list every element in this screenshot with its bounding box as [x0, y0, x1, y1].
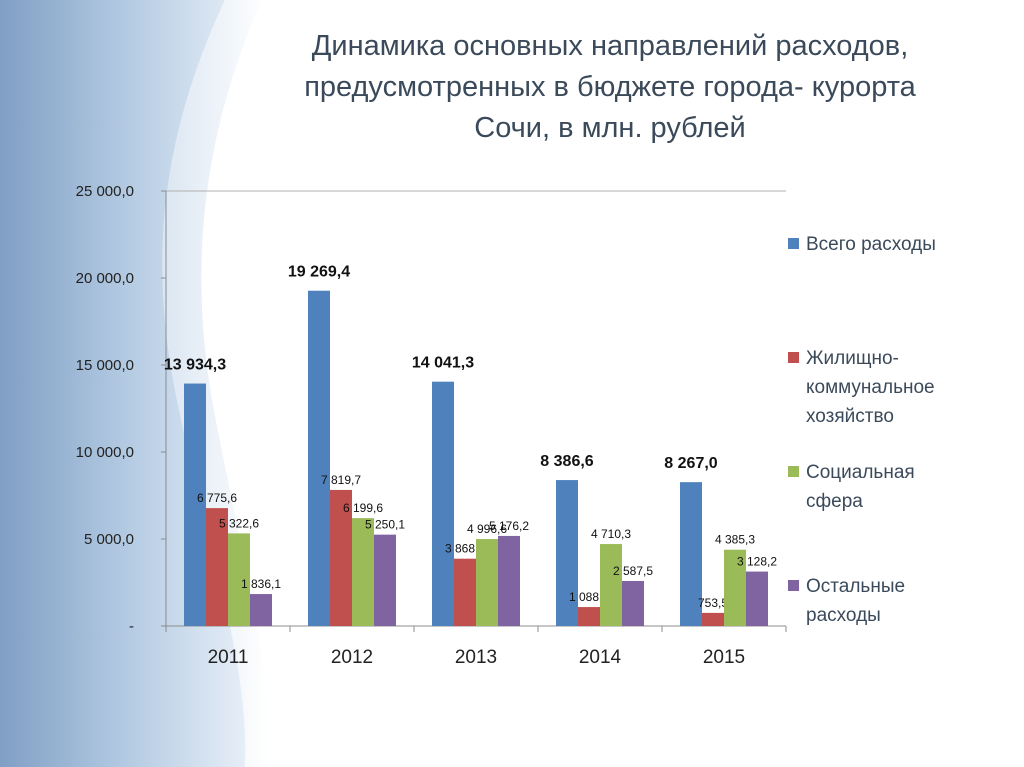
legend-label: Остальные расходы	[806, 572, 1006, 630]
y-tick-label: 20 000,0	[76, 270, 134, 287]
title-line-2: предусмотренных в бюджете города- курорт…	[304, 71, 916, 103]
data-label: 1 088,8	[569, 590, 609, 604]
y-tick-label: 25 000,0	[76, 183, 134, 200]
legend-label: Всего расходы	[806, 230, 1006, 259]
bar-3-2014	[600, 544, 622, 626]
data-label: 7 819,7	[321, 473, 361, 487]
x-tick-label: 2012	[331, 647, 373, 668]
bar-4-2013	[498, 535, 520, 626]
legend-swatch	[788, 238, 799, 249]
data-label: 4 996,6	[467, 522, 507, 536]
data-label: 8 267,0	[664, 455, 717, 472]
data-label: 3 128,2	[737, 555, 777, 569]
legend-label-line: сфера	[806, 491, 863, 512]
data-label: 4 710,3	[591, 527, 631, 541]
bar-3-2015	[724, 549, 746, 626]
legend-swatch	[788, 466, 799, 477]
title-line-3: Сочи, в млн. рублей	[474, 112, 746, 144]
bar-2-2013	[454, 558, 476, 626]
title-line-1: Динамика основных направлений расходов,	[311, 30, 909, 62]
legend-label-line: коммунальное	[806, 377, 935, 398]
bar-1-2014	[556, 480, 578, 626]
legend-label: Социальная сфера	[806, 458, 1006, 516]
chart-legend: Всего расходы Жилищно-коммунальное хозяйст…	[788, 0, 1018, 767]
bar-4-2015	[746, 571, 768, 626]
legend-label-line: хозяйство	[806, 406, 894, 427]
legend-label-line: Всего расходы	[806, 234, 936, 255]
legend-label-line: Остальные	[806, 576, 906, 597]
bar-2-2014	[578, 607, 600, 626]
data-label: 14 041,3	[412, 355, 474, 372]
x-tick-label: 2014	[579, 647, 622, 668]
bar-2-2012	[330, 489, 352, 626]
bar-1-2011	[184, 383, 206, 626]
data-label: 3 868,5	[445, 542, 485, 556]
data-label: 5 176,2	[489, 519, 529, 533]
bar-3-2012	[352, 518, 374, 626]
data-label: 13 934,3	[164, 357, 226, 374]
data-label: 5 250,1	[365, 518, 405, 532]
y-tick-label: 15 000,0	[76, 357, 134, 374]
data-label: 1 836,1	[241, 577, 281, 591]
legend-label-line: Жилищно-	[806, 348, 899, 369]
legend-label: Жилищно-коммунальное хозяйство	[806, 344, 1006, 431]
x-tick-label: 2015	[703, 647, 745, 668]
legend-label-line: Социальная	[806, 462, 915, 483]
legend-swatch	[788, 352, 799, 363]
legend-swatch	[788, 580, 799, 591]
bar-4-2011	[250, 594, 272, 626]
data-label: 4 385,3	[715, 533, 755, 547]
bar-2-2011	[206, 508, 228, 626]
x-tick-label: 2011	[208, 647, 249, 668]
bar-1-2015	[680, 482, 702, 626]
data-label: 2 587,5	[613, 564, 653, 578]
y-tick-label: 10 000,0	[76, 444, 134, 461]
bar-4-2012	[374, 534, 396, 626]
x-tick-label: 2013	[455, 647, 497, 668]
data-label: 19 269,4	[288, 264, 350, 281]
y-tick-label: -	[129, 618, 134, 635]
data-label: 6 775,6	[197, 491, 237, 505]
chart-title: Динамика основных направлений расходов, …	[250, 26, 970, 149]
data-label: 753,5	[698, 596, 728, 610]
data-label: 5 322,6	[219, 516, 259, 530]
legend-label-line: расходы	[806, 605, 881, 626]
data-label: 6 199,6	[343, 501, 383, 515]
data-label: 8 386,6	[540, 453, 593, 470]
y-tick-label: 5 000,0	[84, 531, 134, 548]
bar-2-2015	[702, 612, 724, 626]
bar-1-2012	[308, 290, 330, 626]
bar-4-2014	[622, 580, 644, 626]
bar-3-2013	[476, 539, 498, 626]
bar-1-2013	[432, 381, 454, 626]
bar-3-2011	[228, 533, 250, 626]
